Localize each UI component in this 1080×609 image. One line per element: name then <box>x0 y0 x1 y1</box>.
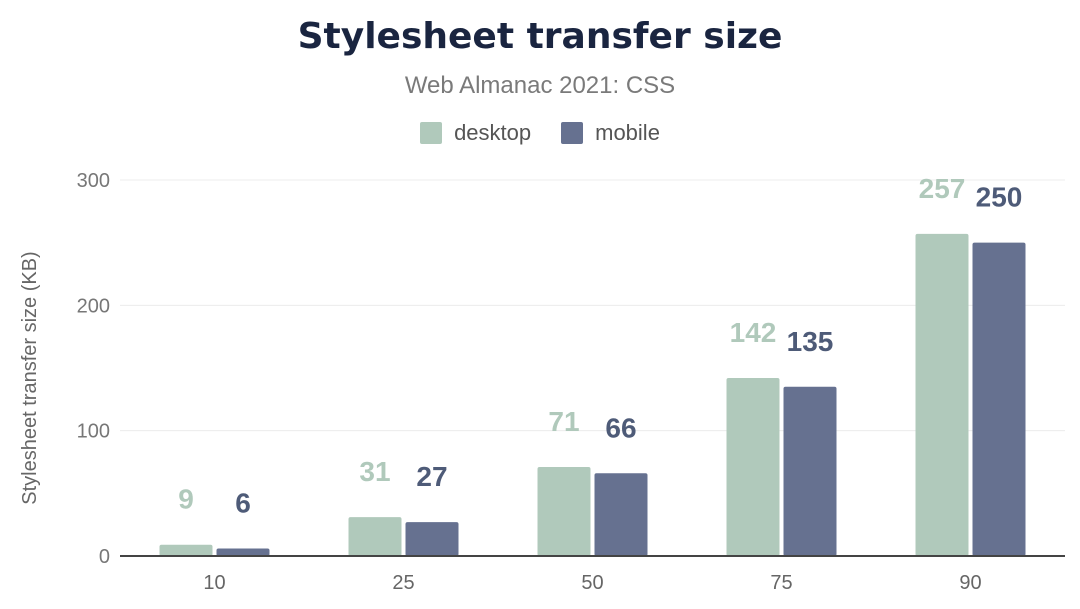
legend-label-desktop: desktop <box>454 120 532 145</box>
bar-desktop-10[interactable] <box>159 544 213 556</box>
chart-subtitle: Web Almanac 2021: CSS <box>404 72 676 99</box>
bar-mobile-50[interactable] <box>594 473 648 556</box>
bar-desktop-25[interactable] <box>348 517 402 556</box>
value-label-desktop-50: 71 <box>548 406 579 437</box>
legend-label-mobile: mobile <box>595 120 660 145</box>
legend: desktop mobile <box>0 120 1080 146</box>
x-tick-label: 50 <box>581 572 603 594</box>
bar-desktop-90[interactable] <box>915 233 969 557</box>
x-tick-label: 75 <box>770 572 792 594</box>
value-label-desktop-10: 9 <box>178 484 194 515</box>
value-labels: 9 6 31 27 71 66 142 135 257 250 <box>178 173 1022 519</box>
y-axis-ticks: 0 100 200 300 <box>77 170 110 568</box>
value-label-mobile-90: 250 <box>976 182 1023 213</box>
y-tick-label: 200 <box>77 295 110 317</box>
y-tick-label: 100 <box>77 421 110 443</box>
value-label-mobile-50: 66 <box>605 412 636 443</box>
y-axis-label: Stylesheet transfer size (KB) <box>19 251 41 504</box>
bar-mobile-90[interactable] <box>972 242 1026 556</box>
bars <box>159 233 1026 557</box>
bar-mobile-75[interactable] <box>783 386 837 556</box>
x-axis-ticks: 10 25 50 75 90 <box>203 572 981 594</box>
chart-title: Stylesheet transfer size <box>297 16 783 57</box>
value-label-mobile-10: 6 <box>235 487 251 518</box>
bar-mobile-10[interactable] <box>216 548 270 556</box>
value-label-mobile-25: 27 <box>416 461 447 492</box>
bar-mobile-25[interactable] <box>405 522 459 556</box>
y-tick-label: 300 <box>77 170 110 192</box>
y-tick-label: 0 <box>99 546 110 568</box>
bar-desktop-75[interactable] <box>726 378 780 556</box>
bar-desktop-50[interactable] <box>537 467 591 556</box>
value-label-desktop-75: 142 <box>730 317 777 348</box>
x-tick-label: 90 <box>959 572 981 594</box>
value-label-desktop-90: 257 <box>919 173 966 204</box>
x-tick-label: 10 <box>203 572 225 594</box>
grid-lines <box>120 179 1065 432</box>
value-label-mobile-75: 135 <box>787 326 834 357</box>
legend-swatch-desktop <box>420 122 443 144</box>
x-tick-label: 25 <box>392 572 414 594</box>
legend-item-mobile[interactable]: mobile <box>561 120 660 146</box>
legend-item-desktop[interactable]: desktop <box>420 120 531 146</box>
value-label-desktop-25: 31 <box>359 456 390 487</box>
legend-swatch-mobile <box>561 122 584 144</box>
